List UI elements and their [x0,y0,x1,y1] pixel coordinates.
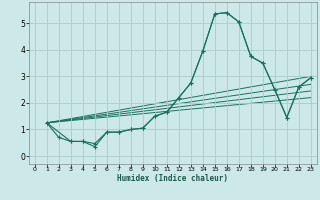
X-axis label: Humidex (Indice chaleur): Humidex (Indice chaleur) [117,174,228,183]
